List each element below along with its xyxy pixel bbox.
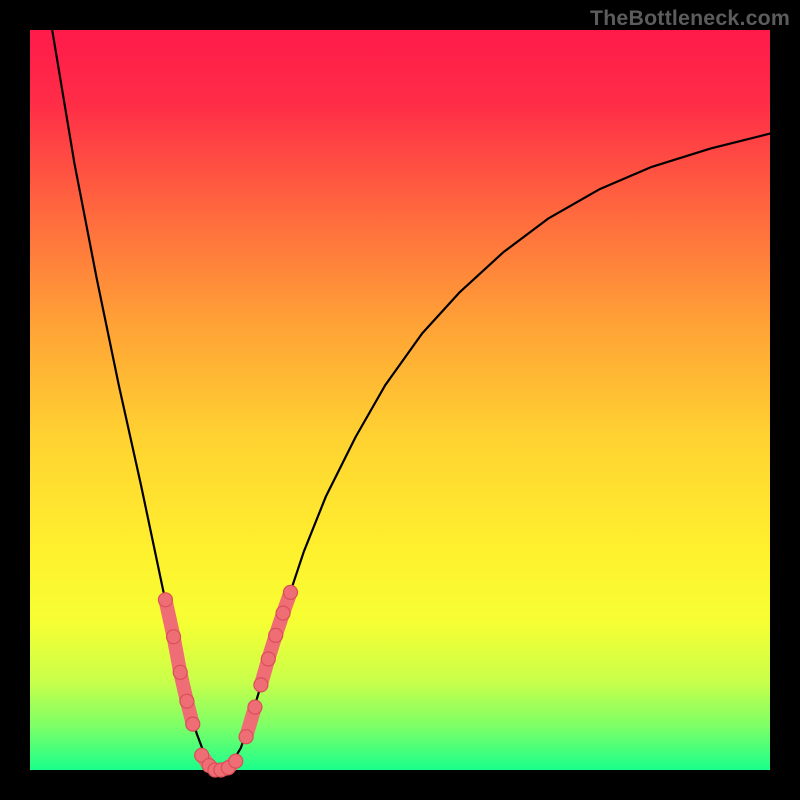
marker-dot <box>283 585 297 599</box>
marker-dot <box>239 730 253 744</box>
marker-dot <box>261 652 275 666</box>
plot-background <box>30 30 770 770</box>
marker-dot <box>229 754 243 768</box>
marker-dot <box>180 694 194 708</box>
marker-dot <box>248 700 262 714</box>
marker-dot <box>254 678 268 692</box>
chart-svg <box>0 0 800 800</box>
marker-dot <box>186 717 200 731</box>
marker-dot <box>269 628 283 642</box>
marker-dot <box>276 606 290 620</box>
marker-dot <box>158 593 172 607</box>
marker-dot <box>167 630 181 644</box>
marker-dot <box>173 665 187 679</box>
bottleneck-chart: TheBottleneck.com <box>0 0 800 800</box>
